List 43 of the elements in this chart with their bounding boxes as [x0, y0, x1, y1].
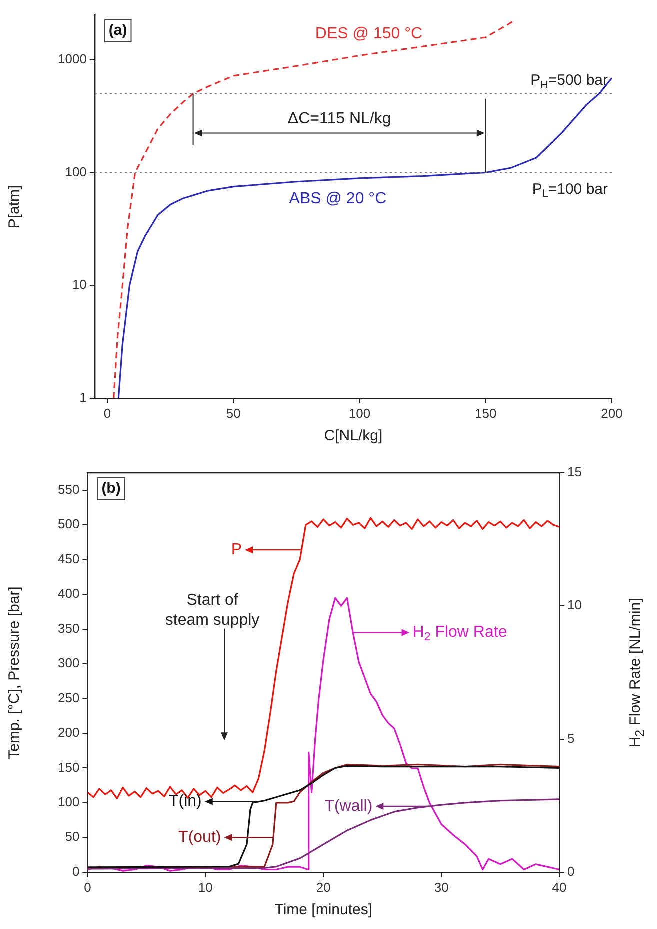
x-tick-label: 50 [226, 406, 241, 421]
x-tick-label: 150 [475, 406, 497, 421]
y-tick-label: 1 [80, 390, 87, 405]
y-tick-label: 100 [58, 794, 80, 810]
y-tick-label: 400 [58, 586, 80, 602]
x-tick-label: 200 [601, 406, 623, 421]
y-tick-label: 150 [58, 760, 80, 775]
y-tick-label: 500 [58, 516, 80, 532]
y-axis-title: P[atm] [6, 185, 24, 228]
x-axis-title: Time [minutes] [274, 902, 373, 919]
y2-tick-label: 0 [568, 864, 575, 879]
y-tick-label: 350 [58, 620, 80, 636]
annotation: (a) [108, 22, 128, 40]
series-label: ABS @ 20 °C [289, 190, 387, 208]
legend-label: T(in) [168, 793, 202, 810]
y2-tick-label: 10 [568, 598, 582, 613]
x-tick-label: 30 [434, 880, 449, 895]
y-tick-label: 250 [58, 690, 80, 706]
series-label: DES @ 150 °C [315, 26, 423, 43]
y-tick-label: 450 [58, 551, 80, 566]
annotation: Start of steam supply [165, 592, 260, 630]
x-tick-label: 40 [552, 880, 567, 895]
y-tick-label: 0 [72, 864, 80, 879]
y-tick-label: 200 [58, 725, 80, 740]
x-tick-label: 20 [316, 880, 331, 895]
y-tick-label: 1000 [58, 51, 87, 66]
y-axis-title: Temp. [°C], Pressure [bar] [6, 586, 24, 760]
y-tick-label: 100 [65, 164, 87, 180]
y2-tick-label: 5 [568, 730, 575, 746]
x-tick-label: 0 [104, 406, 112, 421]
y-tick-label: 300 [58, 656, 80, 671]
y-tick-label: 50 [65, 829, 80, 844]
y-tick-label: 10 [72, 277, 87, 292]
annotation: (b) [102, 480, 121, 498]
x-tick-label: 10 [198, 880, 213, 895]
y2-tick-label: 15 [568, 464, 582, 480]
legend-label: P [231, 541, 242, 558]
x-axis-title: C[NL/kg] [324, 428, 383, 445]
legend-label: T(out) [178, 829, 222, 846]
annotation: ΔC=115 NL/kg [288, 110, 392, 128]
legend-label: T(wall) [324, 798, 373, 815]
x-tick-label: 100 [348, 406, 371, 421]
y-tick-label: 550 [58, 482, 80, 497]
